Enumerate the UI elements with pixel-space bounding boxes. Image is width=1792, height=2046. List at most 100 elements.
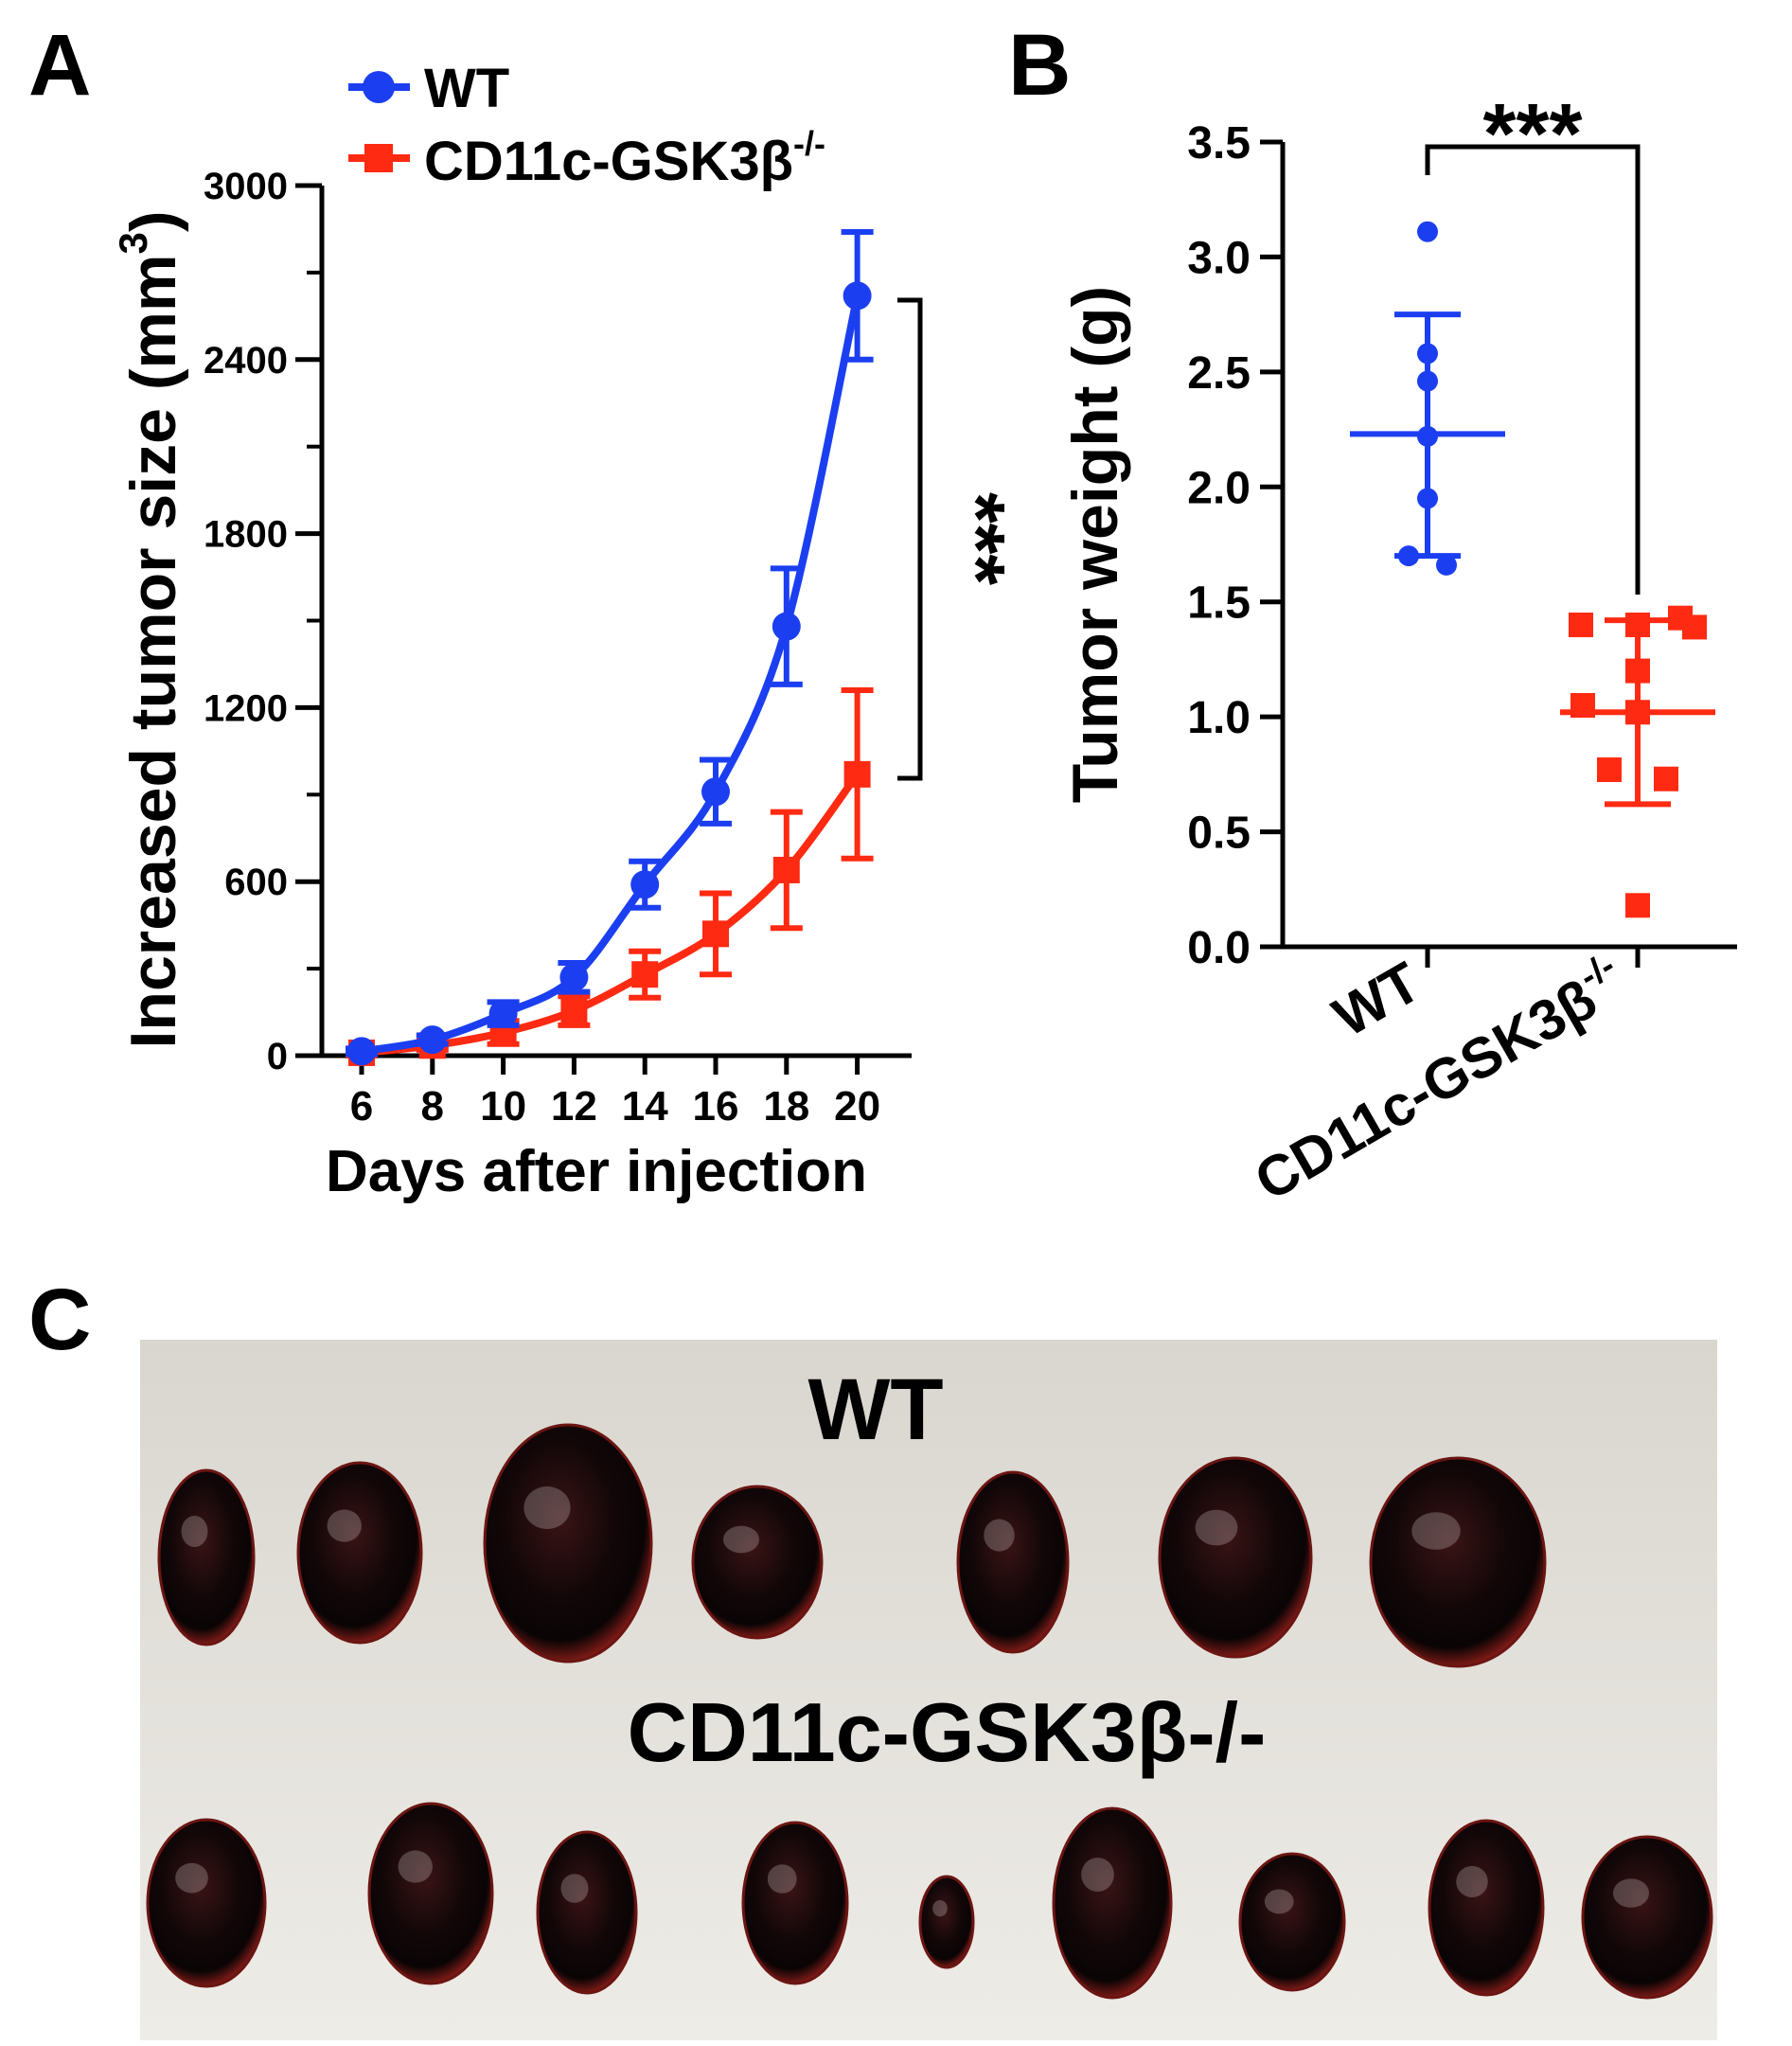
tumor-wt: [956, 1470, 1070, 1654]
a-point-ko: [702, 920, 729, 948]
b-point-wt: [1417, 343, 1438, 365]
tumor-ko: [918, 1875, 975, 1969]
a-point-wt: [772, 612, 801, 641]
b-point-ko: [1654, 766, 1678, 792]
tumor-ko: [1428, 1819, 1545, 1997]
tumor-wt: [1158, 1456, 1313, 1659]
tumor-wt: [157, 1468, 256, 1646]
a-x-tick-label: 6: [350, 1083, 373, 1130]
a-point-wt: [347, 1037, 376, 1066]
tumor-ko: [741, 1821, 849, 1985]
tumor-highlight: [327, 1509, 362, 1542]
tumor-ko: [146, 1818, 267, 1988]
tumor-wt: [483, 1423, 653, 1663]
a-point-wt: [488, 999, 518, 1028]
a-y-tick-label: 3000: [204, 166, 288, 207]
b-point-ko: [1625, 700, 1650, 725]
tumor-ko: [1238, 1852, 1346, 1992]
panel-label-c: C: [28, 1272, 91, 1368]
a-significance-bracket: [897, 297, 923, 781]
a-y-ticks: 0 600 1200 1800 2400 3000: [204, 166, 322, 1077]
a-point-ko: [772, 856, 800, 883]
tumor-highlight: [1411, 1512, 1461, 1550]
a-point-wt: [559, 963, 589, 992]
b-point-ko: [1597, 757, 1622, 782]
a-point-ko: [843, 760, 871, 788]
tumor-highlight: [398, 1850, 433, 1883]
photo-label-wt: WT: [807, 1361, 943, 1458]
photo-panel: WT CD11c-GSK3β-/-: [140, 1340, 1717, 2040]
a-point-wt: [630, 870, 660, 899]
a-x-tick-label: 18: [763, 1083, 809, 1130]
tumor-wt: [691, 1485, 824, 1640]
a-y-tick-label: 2400: [204, 340, 288, 382]
a-y-tick-label: 1200: [204, 687, 288, 729]
tumor-wt: [1369, 1456, 1547, 1668]
b-point-ko: [1625, 613, 1650, 637]
a-x-tick-label: 20: [834, 1083, 880, 1130]
b-y-tick-label: 1.0: [1187, 693, 1251, 743]
b-significance-bracket: [1425, 144, 1641, 595]
tumor-highlight: [1456, 1865, 1488, 1897]
a-point-wt: [701, 777, 730, 807]
tumor-highlight: [1612, 1878, 1650, 1908]
b-y-tick-label: 0.0: [1187, 923, 1251, 973]
tumor-highlight: [1264, 1889, 1294, 1914]
a-y-tick-label: 600: [224, 862, 288, 903]
a-point-wt: [417, 1025, 447, 1055]
a-x-ticks: 6 8 10 12 14 16 18 20: [350, 1056, 880, 1130]
a-line-ko: [361, 772, 861, 1057]
a-ylabel: Increased tumor size (mm3): [111, 211, 189, 1049]
a-legend: WT CD11c-GSK3β-/-: [348, 58, 825, 192]
a-line-wt: [361, 294, 861, 1056]
legend-ko-marker: [364, 144, 393, 172]
b-point-ko: [1682, 614, 1707, 640]
a-y-tick-label: 1800: [204, 514, 288, 556]
b-point-ko: [1570, 693, 1595, 718]
b-point-ko: [1625, 893, 1650, 918]
a-x-tick-label: 10: [480, 1083, 526, 1130]
tumor-ko: [367, 1802, 494, 1985]
a-x-tick-label: 8: [421, 1083, 444, 1130]
tumor-highlight: [1195, 1509, 1238, 1546]
b-point-wt: [1417, 488, 1438, 509]
a-x-tick-label: 16: [693, 1083, 739, 1130]
tumor-highlight: [722, 1525, 760, 1554]
b-point-wt: [1436, 554, 1457, 576]
b-y-tick-label: 1.5: [1187, 578, 1251, 629]
b-point-wt: [1398, 545, 1419, 567]
a-point-wt: [843, 281, 872, 311]
panel-label-b: B: [1008, 17, 1071, 114]
legend-wt-label: WT: [424, 58, 509, 119]
a-series: [346, 229, 874, 1066]
b-y-ticks: 0.0 0.5 1.0 1.5 2.0 2.5 3.0 3.5: [1187, 118, 1283, 973]
b-point-ko: [1625, 658, 1650, 684]
tumor-highlight: [767, 1864, 797, 1894]
b-point-wt: [1417, 370, 1438, 392]
b-y-tick-label: 2.0: [1187, 463, 1251, 513]
b-y-tick-label: 3.5: [1187, 118, 1251, 169]
tumor-highlight: [560, 1874, 589, 1903]
tumor-highlight: [932, 1899, 948, 1917]
a-point-ko: [560, 997, 588, 1024]
tumor-highlight: [523, 1486, 571, 1529]
b-point-wt: [1417, 221, 1438, 242]
b-point-wt: [1417, 425, 1438, 447]
tumor-ko: [1581, 1835, 1713, 2000]
a-point-ko: [631, 961, 659, 988]
a-y-tick-label: 0: [267, 1036, 288, 1077]
legend-wt-marker: [363, 71, 395, 103]
tumor-ko: [536, 1830, 638, 1995]
b-y-tick-label: 3.0: [1187, 233, 1251, 283]
a-x-tick-label: 14: [622, 1083, 668, 1130]
tumor-ko: [1052, 1806, 1173, 2000]
tumors-ko-row: [146, 1802, 1713, 2000]
b-ylabel: Tumor weight (g): [1059, 286, 1131, 803]
legend-ko-label: CD11c-GSK3β-/-: [424, 124, 825, 192]
a-x-tick-label: 12: [551, 1083, 597, 1130]
tumor-highlight: [1081, 1858, 1114, 1892]
tumor-highlight: [181, 1515, 208, 1547]
b-point-ko: [1569, 613, 1593, 637]
photo-label-ko: CD11c-GSK3β-/-: [628, 1685, 1267, 1779]
